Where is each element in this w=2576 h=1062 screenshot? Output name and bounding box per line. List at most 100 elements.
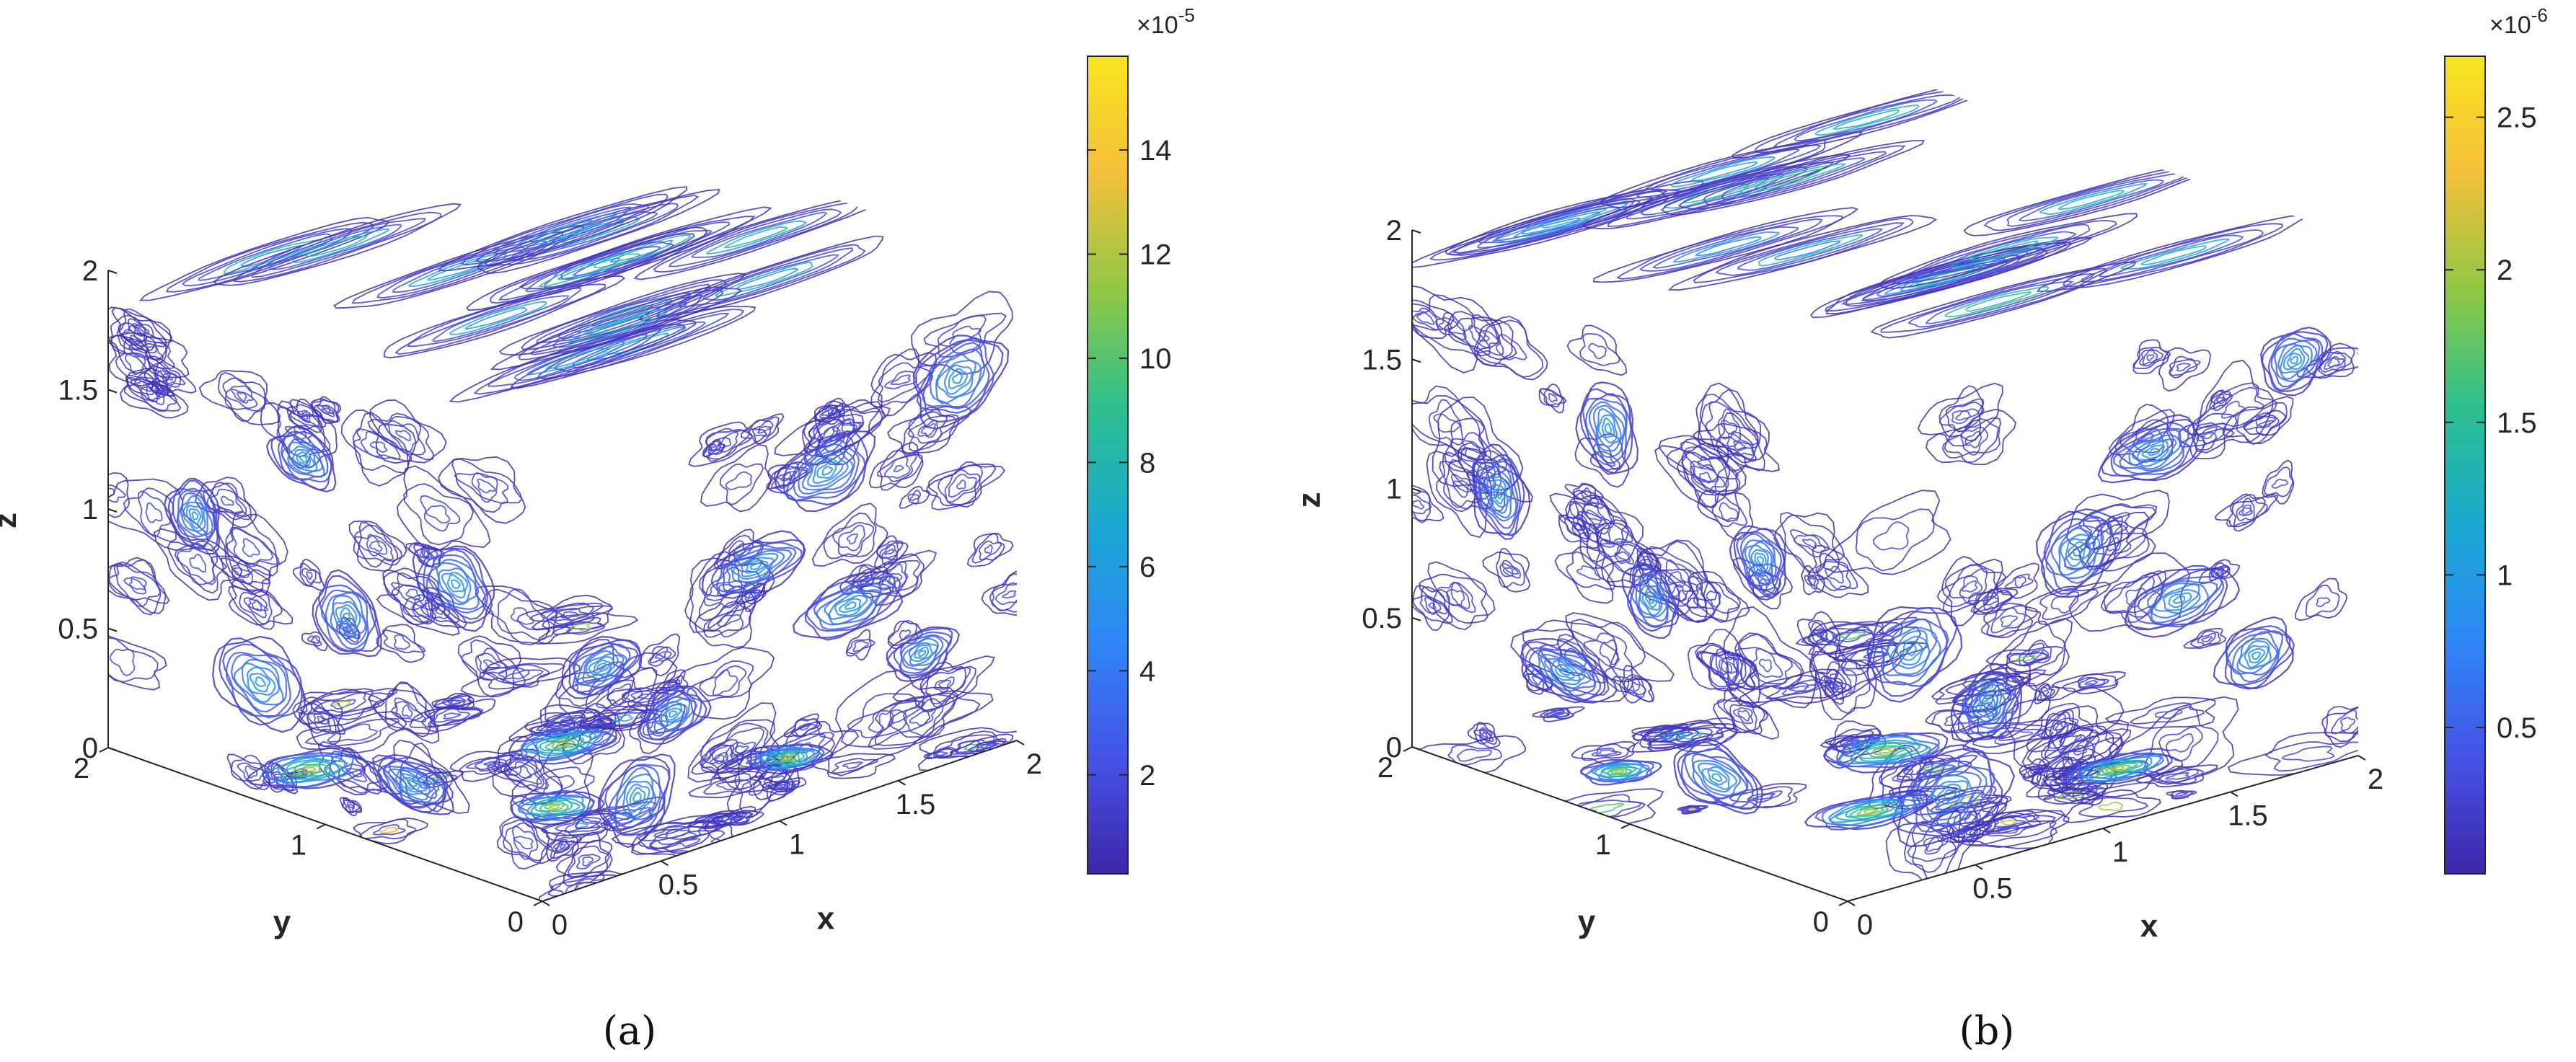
contour-line (861, 559, 921, 595)
contour-line (798, 443, 856, 495)
contour-line (1504, 567, 1514, 575)
contour-line (1866, 606, 1963, 703)
contour-line (703, 805, 764, 830)
contour-line (1579, 333, 1620, 366)
x-tick-label: 1 (2112, 836, 2128, 868)
contour-line (449, 301, 547, 335)
contour-line (1754, 552, 1767, 570)
contour-line (2113, 428, 2189, 475)
contour-line (910, 644, 933, 663)
contour-line (382, 760, 445, 804)
contour-line (348, 520, 407, 572)
contour-line (556, 741, 570, 747)
contour-line (588, 314, 650, 337)
contour-line (1589, 802, 1626, 814)
contour-line (312, 691, 367, 713)
contour-line (519, 211, 658, 258)
contour-line (2259, 327, 2332, 397)
contour-line (473, 324, 686, 395)
contour-line (807, 453, 849, 487)
tick-mark (2102, 828, 2111, 833)
contour-line (1807, 577, 1817, 586)
contour-line (1715, 222, 1905, 276)
contour-line (1823, 676, 1843, 694)
contour-line (838, 598, 862, 614)
contour-line (1974, 812, 2041, 833)
contour-line (1758, 674, 1835, 700)
contour-line (1524, 647, 1602, 702)
contour-line (1788, 685, 1809, 692)
contour-line (1825, 565, 1844, 584)
contour-line (1581, 496, 1629, 563)
contour-line (951, 373, 963, 384)
contour-line (1832, 730, 1874, 757)
contour-line (1781, 682, 1820, 696)
contour-line (2060, 534, 2096, 571)
contour-line (749, 562, 762, 570)
contour-line (2008, 652, 2048, 666)
z-tick-label: 0.5 (1362, 603, 1402, 634)
contour-line (1856, 807, 1885, 816)
contour-line (1959, 575, 1983, 599)
contour-line (1970, 240, 2039, 261)
tick-mark (107, 389, 118, 394)
contour-line (541, 216, 640, 251)
contour-line (1686, 570, 1750, 622)
contour-line (343, 800, 361, 813)
contour-line (2131, 438, 2177, 467)
contour-line (1878, 748, 1892, 754)
contour-line (477, 189, 720, 275)
contour-line (240, 244, 303, 267)
contour-line (534, 220, 596, 243)
contour-line (233, 567, 252, 578)
contour-line (2238, 640, 2272, 670)
contour-line (878, 711, 894, 730)
contour-line (552, 301, 689, 348)
contour-line (1737, 709, 1751, 722)
y-tick-label: 0 (508, 906, 524, 938)
contour-line (1670, 156, 1776, 187)
contour-line (1911, 760, 1995, 833)
contour-line (1794, 99, 1938, 142)
contour-line (586, 652, 619, 680)
contour-line (307, 707, 332, 733)
contour-line (125, 372, 159, 402)
contour-line (543, 803, 565, 812)
contour-line (2078, 504, 2158, 550)
contour-line (812, 457, 844, 484)
contour-line (213, 203, 462, 286)
contour-line (844, 601, 857, 611)
contour-line (1570, 619, 1646, 694)
contour-line (561, 635, 643, 699)
contour-line (1550, 660, 1581, 682)
contour-line (369, 441, 388, 453)
contour-line (573, 643, 631, 689)
contour-line (1707, 769, 1728, 786)
colorbar-exponent-a: ×10-5 (1137, 4, 1195, 39)
contour-line (1626, 166, 1809, 220)
contour-line (1838, 735, 1931, 765)
contour-line (1672, 231, 1780, 263)
contour-line (1907, 273, 2096, 328)
contour-line (2290, 355, 2299, 365)
contour-line (2068, 541, 2086, 561)
contour-line (2006, 172, 2190, 227)
contour-line (466, 226, 708, 311)
contour-line (1758, 658, 1773, 673)
x-tick-label: 2 (2368, 764, 2383, 795)
contour-line (492, 735, 563, 805)
contour-line (1579, 388, 1634, 475)
contour-line (1579, 758, 1663, 786)
contour-line (1965, 291, 2032, 312)
contour-line (723, 226, 789, 249)
contour-line (1699, 472, 1712, 484)
contour-line (265, 425, 337, 493)
contour-line (887, 406, 972, 454)
contour-line (1519, 641, 1606, 704)
contour-line (2142, 348, 2158, 366)
contour-line (1944, 286, 2050, 318)
contour-line (730, 549, 785, 583)
contour-line (2135, 764, 2218, 788)
contour-line (1639, 585, 1663, 616)
